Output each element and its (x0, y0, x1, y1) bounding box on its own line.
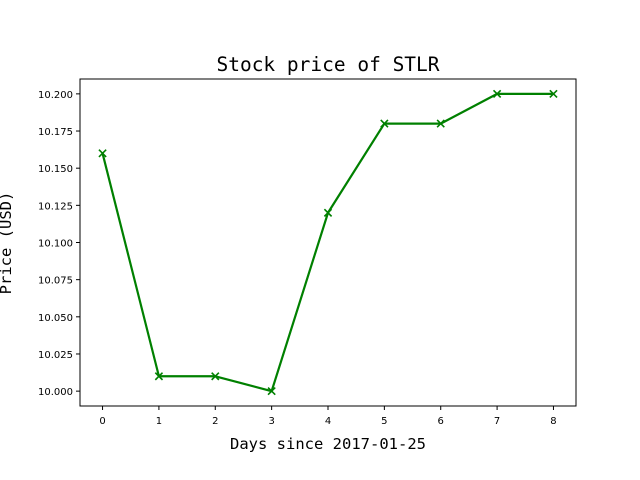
y-tick-label: 10.100 (38, 239, 73, 250)
y-tick-label: 10.000 (38, 387, 73, 398)
data-point-marker (323, 208, 333, 217)
data-point-marker (211, 372, 220, 381)
data-point-marker (492, 89, 502, 99)
data-point-marker (154, 372, 164, 381)
x-tick-label: 5 (381, 416, 387, 427)
y-tick-label: 10.025 (38, 350, 73, 361)
data-point-marker (436, 119, 445, 128)
y-tick-label: 10.150 (38, 164, 73, 175)
y-tick-label: 10.125 (38, 201, 73, 212)
chart-title: Stock price of STLR (216, 53, 439, 76)
x-tick-label: 4 (325, 416, 331, 427)
data-point-marker (380, 119, 389, 128)
x-tick-label: 3 (268, 416, 274, 427)
x-tick-label: 8 (550, 416, 556, 427)
x-tick-label: 0 (99, 416, 105, 427)
plot-area (80, 79, 576, 406)
y-tick-label: 10.050 (38, 313, 73, 324)
plot-frame (79, 78, 577, 407)
data-point-marker (549, 89, 558, 99)
data-point-marker (267, 386, 276, 396)
x-tick-label: 6 (438, 416, 444, 427)
x-tick-label: 2 (212, 416, 218, 427)
y-axis-ticks: 10.000 10.025 10.050 10.075 10.100 10.125 10.1… (38, 90, 80, 398)
y-tick-label: 10.200 (38, 90, 73, 101)
y-tick-label: 10.175 (38, 127, 73, 138)
y-axis-label: Price (USD) (0, 192, 15, 295)
x-axis-label: Days since 2017-01-25 (230, 435, 426, 453)
plot-background (80, 79, 576, 406)
x-axis-ticks: 0 1 2 3 4 5 6 7 8 (99, 406, 557, 427)
data-point-marker (98, 149, 107, 158)
x-tick-label: 7 (494, 416, 500, 427)
y-tick-label: 10.075 (38, 276, 73, 287)
series-layer (98, 89, 558, 396)
x-tick-label: 1 (156, 416, 162, 427)
